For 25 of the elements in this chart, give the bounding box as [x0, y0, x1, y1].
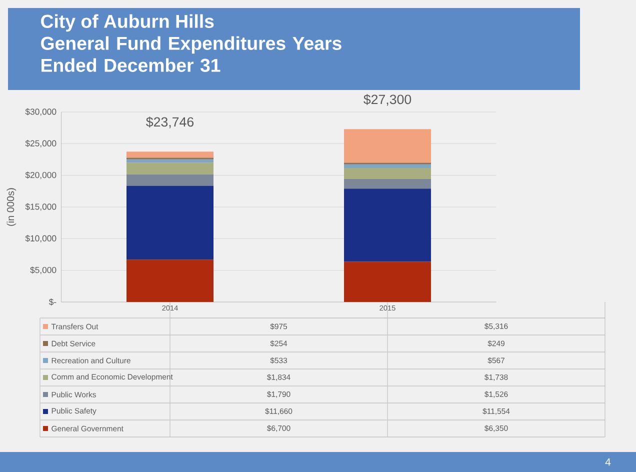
y-axis-title: (in 000s): [6, 188, 16, 226]
bar: [126, 152, 214, 158]
bar: [126, 260, 214, 302]
y-tick-label: $-: [48, 298, 56, 306]
chart-subtitle: General Fund Expenditures Years Ended December 31: [41, 36, 342, 72]
total-label: $23,746: [146, 116, 194, 128]
bar: [344, 164, 431, 168]
bar: [344, 129, 431, 163]
bar: [126, 159, 214, 163]
bar: [126, 186, 214, 260]
bar: [344, 168, 431, 179]
total-label: $27,300: [364, 94, 412, 106]
bar: [344, 178, 431, 189]
chart-title: City of Auburn Hills: [41, 14, 214, 32]
y-tick-label: $20,000: [25, 172, 56, 180]
bar: [126, 162, 214, 174]
y-tick-label: $5,000: [30, 266, 56, 274]
bar: [344, 188, 431, 262]
y-tick-label: $25,000: [25, 140, 56, 148]
y-tick-label: $10,000: [25, 234, 56, 242]
y-tick-label: $30,000: [25, 108, 56, 116]
bar: [126, 174, 214, 186]
bar: [344, 262, 431, 302]
text: 4: [605, 458, 611, 466]
y-tick-label: $15,000: [25, 203, 56, 211]
